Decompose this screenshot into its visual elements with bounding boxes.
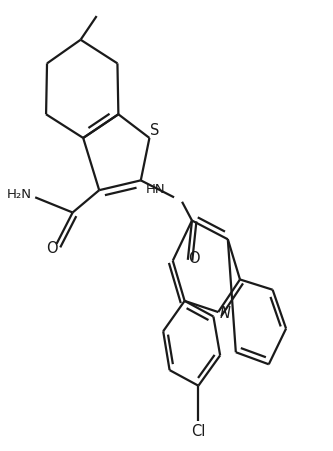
Text: O: O — [188, 251, 199, 266]
Text: HN: HN — [146, 183, 166, 196]
Text: Cl: Cl — [191, 423, 205, 438]
Text: N: N — [220, 306, 231, 321]
Text: S: S — [150, 123, 159, 138]
Text: H₂N: H₂N — [7, 188, 32, 201]
Text: O: O — [46, 240, 58, 255]
